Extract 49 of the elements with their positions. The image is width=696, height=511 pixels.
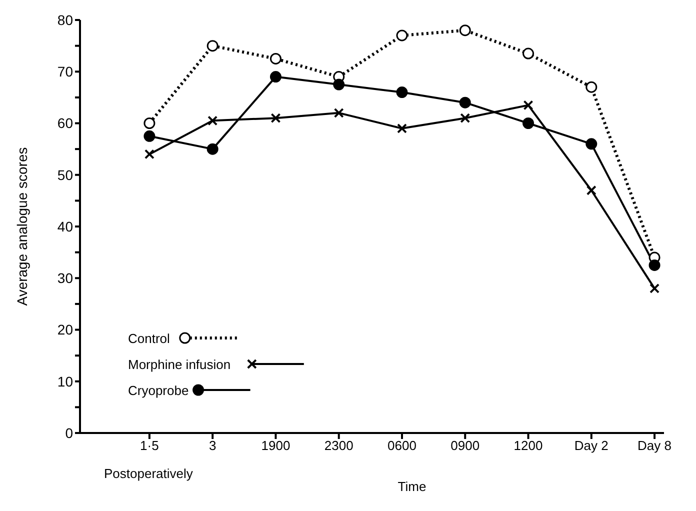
y-tick-label: 50 (57, 166, 74, 183)
y-tick-label: 60 (57, 115, 74, 132)
point (144, 118, 156, 129)
y-tick-label: 70 (57, 64, 74, 80)
point (523, 100, 534, 110)
x-tick-label: 2300 (324, 438, 354, 454)
x-axis-title: Time (398, 479, 426, 494)
legend-label: Control (128, 331, 170, 346)
point (144, 130, 156, 142)
point (522, 118, 534, 129)
point (270, 71, 282, 83)
point (270, 52, 282, 64)
point (206, 40, 218, 52)
y-tick-label: 40 (57, 218, 74, 234)
y-tick-label: 20 (57, 322, 74, 338)
x-tick-label: 0600 (388, 438, 416, 454)
point (586, 138, 598, 150)
x-tick-label: 1900 (261, 438, 290, 454)
point (333, 78, 345, 90)
text: Postoperatively (104, 466, 194, 481)
y-tick-label: 80 (57, 12, 74, 28)
y-tick-label: 10 (57, 373, 74, 390)
point (396, 30, 408, 42)
point (586, 185, 596, 196)
x-tick-label: 0900 (450, 438, 480, 454)
y-axis-title: Average analogue scores (14, 147, 30, 306)
point (650, 283, 660, 294)
point (586, 81, 598, 93)
point (648, 259, 660, 271)
y-tick-label: 30 (57, 270, 74, 286)
point (334, 108, 344, 118)
point (396, 86, 408, 98)
x-tick-label: 1200 (514, 438, 543, 454)
point (459, 24, 471, 36)
point (460, 113, 470, 124)
point (270, 113, 281, 124)
point (208, 116, 218, 126)
legend-label: Morphine infusion (128, 357, 231, 372)
x-tick-label: 1·5 (140, 438, 159, 454)
legend-label: Cryoprobe (128, 383, 189, 398)
point (144, 149, 154, 160)
x-tick-label: Day 2 (574, 438, 608, 454)
y-tick-label: 0 (65, 424, 74, 441)
point (396, 123, 407, 134)
x-tick-label: Day 8 (638, 438, 672, 454)
point (522, 48, 534, 60)
point (206, 143, 218, 155)
point (459, 96, 471, 108)
x-tick-label: 3 (208, 438, 216, 454)
